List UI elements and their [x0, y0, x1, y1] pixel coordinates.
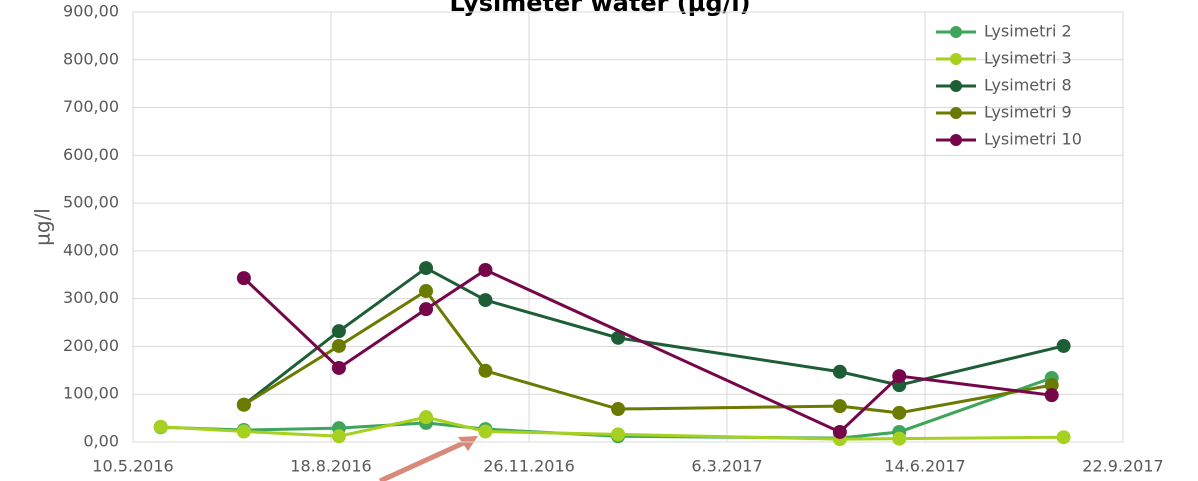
data-point: [832, 424, 847, 439]
legend-label: Lysimetri 3: [984, 49, 1072, 68]
x-tick-label: 14.6.2017: [884, 457, 965, 476]
legend-marker: [950, 80, 962, 92]
data-point: [478, 363, 493, 378]
y-tick-label: 700,00: [63, 97, 119, 116]
data-point: [478, 263, 493, 277]
data-point: [331, 338, 346, 353]
data-point: [419, 410, 434, 425]
y-tick-label: 300,00: [63, 288, 119, 307]
data-point: [892, 405, 907, 420]
y-tick-label: 0,00: [83, 432, 119, 451]
data-point: [419, 284, 434, 299]
legend-marker: [950, 26, 962, 38]
y-tick-label: 100,00: [63, 384, 119, 403]
y-tick-label: 800,00: [63, 49, 119, 68]
legend-label: Lysimetri 2: [984, 22, 1072, 41]
legend-marker: [950, 107, 962, 119]
data-point: [832, 364, 847, 379]
legend-label: Lysimetri 10: [984, 130, 1082, 149]
data-point: [419, 302, 434, 317]
data-point: [832, 399, 847, 414]
data-point: [331, 429, 346, 444]
data-point: [1056, 338, 1071, 353]
y-tick-label: 500,00: [63, 193, 119, 212]
x-tick-label: 18.8.2016: [290, 457, 371, 476]
series-line: [243, 289, 1052, 415]
data-point: [478, 424, 493, 439]
legend-marker: [950, 53, 962, 65]
arrow: [378, 436, 478, 481]
data-point: [236, 271, 251, 286]
data-point: [331, 324, 346, 339]
data-point: [236, 397, 251, 412]
data-point: [1044, 388, 1059, 403]
data-point: [419, 261, 434, 276]
y-tick-label: 900,00: [63, 2, 119, 21]
data-point: [892, 431, 907, 446]
y-tick-label: 400,00: [63, 240, 119, 259]
data-point: [611, 330, 626, 345]
data-point: [611, 402, 626, 417]
data-point: [478, 293, 493, 308]
legend-marker: [950, 134, 962, 146]
x-tick-label: 10.5.2016: [92, 457, 173, 476]
legend-label: Lysimetri 8: [984, 76, 1072, 95]
y-axis-title: µg/l: [31, 208, 55, 246]
data-point: [892, 369, 907, 384]
data-point: [236, 424, 251, 439]
legend-label: Lysimetri 9: [984, 103, 1072, 122]
data-point: [1044, 378, 1059, 393]
x-tick-label: 6.3.2017: [691, 457, 762, 476]
data-point: [611, 427, 626, 442]
data-point: [153, 419, 168, 434]
data-point: [331, 360, 346, 375]
chart-title: Lysimeter water (µg/l): [449, 0, 750, 17]
series-line: [242, 266, 1064, 406]
y-tick-label: 200,00: [63, 336, 119, 355]
data-point: [1056, 430, 1071, 445]
y-tick-label: 600,00: [63, 145, 119, 164]
x-tick-label: 22.9.2017: [1082, 457, 1163, 476]
x-tick-label: 26.11.2016: [483, 457, 575, 476]
